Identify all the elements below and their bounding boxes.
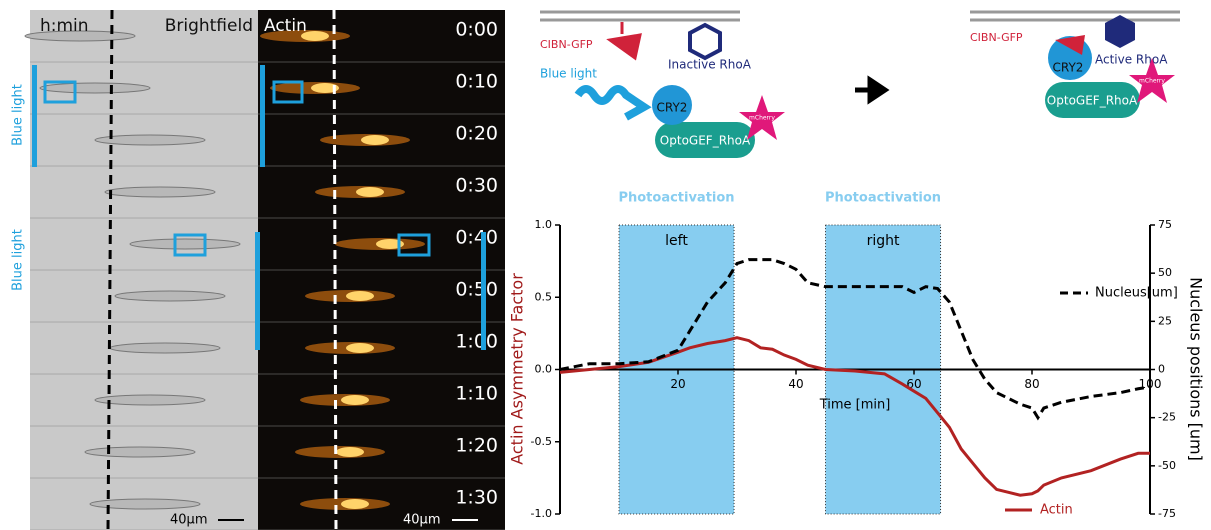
y-tick-label: -1.0 [531,507,552,520]
gef-icon [1045,82,1140,118]
y2-tick-label: 50 [1158,266,1172,279]
x-tick-label: 100 [1139,377,1162,391]
cell [129,238,241,250]
gef-label: OptoGEF_RhoA [1047,94,1138,108]
mcherry-icon [1129,58,1175,103]
time-label: 0:20 [455,123,498,145]
y2-tick-label: 0 [1158,363,1165,376]
roi [43,80,77,104]
time-label: 1:00 [455,331,498,353]
region-label: right [867,233,900,249]
blue-light-label: Blue light [11,84,26,146]
actin-label: Actin [264,16,307,36]
y2-tick-label: 75 [1158,218,1172,231]
y-tick-label: 0.5 [535,290,553,303]
actin-core [311,83,339,93]
light-label: Blue light [540,67,597,81]
roi [173,233,207,257]
actin-core [356,187,384,197]
rhoa-icon [1105,15,1135,48]
time-label: 0:30 [455,175,498,197]
x-tick-label: 20 [670,377,685,391]
region-label: left [665,233,688,249]
gef-label: OptoGEF_RhoA [660,134,751,148]
x-tick-label: 40 [788,377,803,391]
time-label: 0:00 [455,19,498,41]
actin-core [376,239,404,249]
series-line [559,258,1151,421]
cibn-icon [1055,35,1085,55]
y-axis-label: Actin Asymmetry Factor [508,273,527,465]
mcherry-label: mCherry [749,115,775,122]
actin-core [346,291,374,301]
actin-core [301,31,329,41]
cell [39,82,151,94]
time-label: 1:30 [455,487,498,509]
x-axis-label: Time [min] [819,398,891,413]
cell [89,498,201,510]
mcherry-icon [739,95,785,140]
time-header: h:min [40,16,89,36]
region-header: Photoactivation [618,191,734,206]
blue-light-label: Blue light [11,229,26,291]
roi [397,233,431,257]
cell [114,290,226,302]
start-line [106,9,114,530]
brightfield-label: Brightfield [165,16,253,36]
cry2-icon [652,85,692,125]
y2-tick-label: 25 [1158,314,1172,327]
cell [109,342,221,354]
region-header: Photoactivation [825,191,941,206]
light-icon [574,85,652,121]
time-label: 0:10 [455,71,498,93]
arrow [855,75,890,105]
y-tick-label: 1.0 [535,218,553,231]
scale-label: 40µm [403,513,440,528]
cell [24,30,136,42]
actin-core [346,343,374,353]
actin-core [361,135,389,145]
gef-icon [655,122,755,158]
time-label: 0:50 [455,279,498,301]
light-bar [260,65,265,167]
series-line [559,336,1150,497]
cell [84,446,196,458]
time-label: 1:20 [455,435,498,457]
y-tick-label: 0.0 [535,363,553,376]
cibn-label: CIBN-GFP [970,31,1023,44]
rhoa-label: Inactive RhoA [668,58,752,72]
y2-tick-label: -75 [1158,507,1176,520]
legend-label: Actin [1040,503,1073,518]
cibn-label: CIBN-GFP [540,38,593,51]
y-tick-label: -0.5 [531,435,552,448]
x-tick-label: 80 [1024,377,1039,391]
roi [272,80,304,104]
time-label: 1:10 [455,383,498,405]
mcherry-label: mCherry [1139,78,1165,85]
y2-axis-label: Nucleus positions [um] [1187,277,1206,461]
actin-core [336,447,364,457]
legend-label: Nucleus[um] [1095,286,1178,301]
actin-core [341,395,369,405]
cell [104,186,216,198]
rhoa-icon [688,22,722,61]
light-bar [255,232,260,350]
light-bar [32,65,37,167]
actin-core [341,499,369,509]
cry2-label: CRY2 [1053,61,1084,75]
cry2-label: CRY2 [657,101,688,115]
start-line [332,9,338,530]
y2-tick-label: -50 [1158,459,1176,472]
light-bar [481,232,486,350]
cell [94,394,206,406]
cell [94,134,206,146]
y2-tick-label: -25 [1158,411,1176,424]
rhoa-label: Active RhoA [1095,53,1168,67]
scale-label: 40µm [170,513,207,528]
time-label: 0:40 [455,227,498,249]
cibn-icon [606,22,642,61]
